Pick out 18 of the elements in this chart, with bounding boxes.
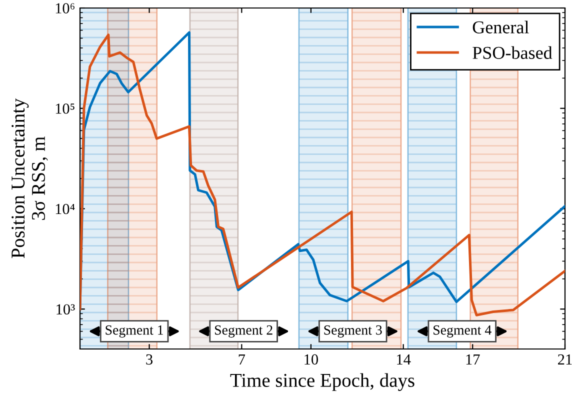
annotation: Segment 1 (106, 325, 163, 338)
x-tick-label: 21 (558, 354, 572, 364)
y-tick-label: 10⁶ (56, 3, 74, 14)
annotation: Segment 4 (434, 325, 492, 338)
x-tick-label: 7 (238, 354, 246, 364)
y-tick-label: 10⁵ (56, 103, 74, 114)
legend-label: General (472, 20, 529, 34)
legend-label: PSO-based (472, 46, 552, 59)
y-tick-label: 10³ (56, 304, 75, 315)
x-tick-label: 10 (304, 354, 318, 365)
x-tick-label: 3 (146, 354, 153, 365)
x-tick-label: 17 (466, 354, 480, 364)
y-tick-label: 10⁴ (56, 204, 75, 214)
x-axis-title: Time since Epoch, days (230, 373, 414, 391)
x-tick-label: 14 (397, 354, 411, 364)
y-axis-title: Position Uncertainty 3σ RSS, m (12, 98, 48, 258)
annotation: Segment 2 (215, 325, 272, 338)
annotation: Segment 3 (324, 325, 382, 338)
